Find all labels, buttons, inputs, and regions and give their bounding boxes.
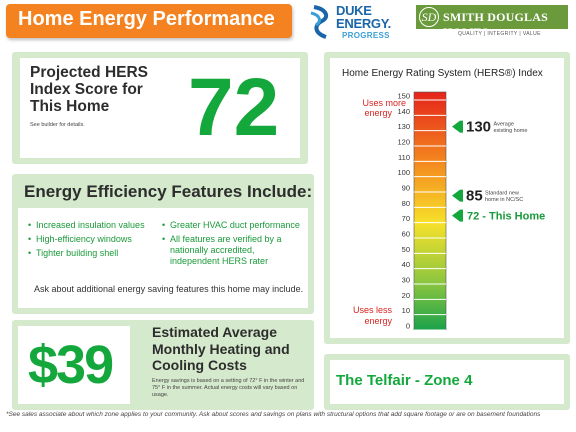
sd-monogram-icon: SD [419,7,439,27]
marker-value: 85 [466,188,483,205]
energy-features-card: • Increased insulation values • High-effic… [18,208,308,308]
feature-text: Increased insulation values [36,220,145,230]
marker-arrow-stem [460,189,463,202]
energy-features-title: Energy Efficiency Features Include: [24,182,313,201]
uses-less-label: Uses less [353,305,393,315]
scale-tick-label: 130 [397,122,410,131]
feature-text: Tighter building shell [36,248,119,258]
bullet-icon: • [28,220,32,230]
scale-tick-label: 100 [397,168,410,177]
duke-logo-text: ENERGY. [336,16,391,31]
header-banner [6,4,292,38]
list-item: • High-efficiency windows [28,234,162,245]
uses-more-label: energy [364,108,392,118]
scale-tick-label: 110 [398,153,410,162]
marker-description: home in NC/SC [485,197,523,203]
page-title: Home Energy Performance [18,8,275,30]
marker-description: Standard new [485,191,519,197]
scale-tick-label: 0 [406,322,410,331]
marker-description: Average [494,122,514,128]
marker-value: 130 [466,119,491,136]
plan-name-panel: The Telfair - Zone 4 [324,354,570,410]
scale-tick-label: 150 [397,92,410,101]
feature-text: All features are verified by a nationall… [170,234,282,266]
smith-douglas-logo: SD SMITH DOUGLAS HOMES QUALITY | INTEGRI… [416,5,568,39]
monthly-cost-title: Estimated Average Monthly Heating and Co… [152,324,290,373]
hers-scale-bar [413,91,447,331]
features-list-right: • Greater HVAC duct performance • All feat… [162,220,302,270]
duke-logo-text: DUKE [336,3,372,18]
list-item: • All features are verified by a national… [162,234,302,267]
hers-scale-graphic: 0 10 20 30 40 50 60 70 80 90 100 110 120 130 140 150 Us… [353,91,545,331]
scale-tick-label: 140 [397,107,410,116]
uses-more-label: Uses more [362,98,406,108]
features-list-left: • Increased insulation values • High-effic… [28,220,162,262]
additional-features-note: Ask about additional energy saving featu… [34,284,304,294]
hers-score-subtitle: See builder for details. [30,122,85,128]
this-home-marker-label: 72 - This Home [467,211,545,223]
monthly-cost-value: $39 [28,335,114,395]
scale-tick-label: 70 [402,214,410,223]
hers-scale-ticks: 0 10 20 30 40 50 60 70 80 90 100 110 120 130 140 150 [397,92,410,331]
energy-features-panel: Energy Efficiency Features Include: • Inc… [12,174,314,314]
hers-index-card: Home Energy Rating System (HERS®) Index … [330,58,564,338]
scale-tick-label: 90 [402,184,410,193]
monthly-cost-panel: $39 Estimated Average Monthly Heating an… [12,320,314,410]
bullet-icon: • [162,234,166,244]
feature-text: High-efficiency windows [36,234,132,244]
marker-arrow-icon [452,120,460,133]
monthly-cost-card: $39 [18,326,130,404]
list-item: • Greater HVAC duct performance [162,220,302,231]
scale-tick-label: 50 [402,245,410,254]
smith-douglas-name: SMITH DOUGLAS HOMES [443,10,548,39]
hers-index-title: Home Energy Rating System (HERS®) Index [342,68,543,79]
smith-douglas-tagline: QUALITY | INTEGRITY | VALUE [458,31,541,37]
bullet-icon: • [28,234,32,244]
uses-less-label: energy [364,316,392,326]
scale-tick-label: 10 [402,306,410,315]
smith-douglas-logo-box [416,5,568,29]
scale-tick-label: 80 [402,199,410,208]
bullet-icon: • [28,248,32,258]
duke-logo-subtext: PROGRESS [342,31,390,40]
scale-tick-label: 40 [402,260,410,269]
scale-tick-label: 20 [402,291,410,300]
hers-score-card: Projected HERS Index Score for This Home… [20,58,300,158]
hers-score-panel: Projected HERS Index Score for This Home… [12,52,308,164]
scale-tick-label: 30 [402,276,410,285]
hers-score-value: 72 [188,62,280,153]
plan-name: The Telfair - Zone 4 [336,372,473,389]
marker-arrow-stem [460,120,463,133]
hers-index-panel: Home Energy Rating System (HERS®) Index … [324,52,570,344]
hers-score-title: Projected HERS Index Score for This Home [30,64,149,115]
duke-swirl-icon [310,5,329,39]
plan-name-card: The Telfair - Zone 4 [330,360,564,404]
marker-arrow-stem [460,209,463,222]
marker-arrow-icon [452,189,460,202]
list-item: • Tighter building shell [28,248,162,259]
scale-tick-label: 60 [402,230,410,239]
marker-description: existing home [494,128,528,134]
bullet-icon: • [162,220,166,230]
scale-tick-label: 120 [397,138,410,147]
footnote: *See sales associate about which zone ap… [6,411,541,418]
feature-text: Greater HVAC duct performance [170,220,300,230]
duke-energy-logo: DUKE ENERGY. PROGRESS [308,3,404,43]
list-item: • Increased insulation values [28,220,162,231]
marker-arrow-icon [452,209,460,222]
hers-scale-gridlines [414,99,446,331]
monthly-cost-description: Energy savings is based on a setting of … [152,378,305,398]
